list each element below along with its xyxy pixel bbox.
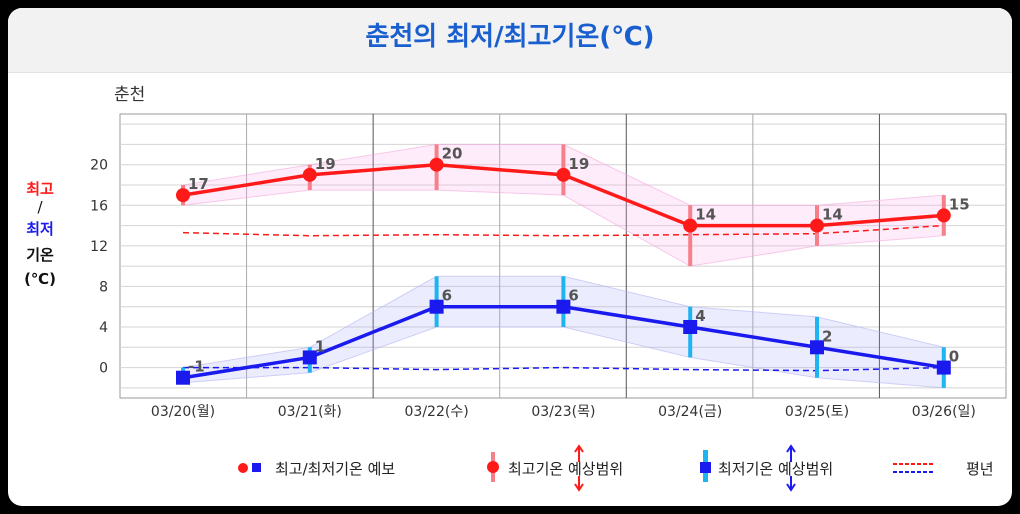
- ylabel-unit: (℃): [24, 270, 56, 288]
- ylabel-slash: /: [37, 198, 43, 216]
- high-point: [810, 218, 824, 233]
- x-tick-label: 03/25(토): [785, 404, 849, 420]
- high-data-label: 19: [568, 155, 589, 173]
- high-point: [429, 157, 444, 172]
- low-point: [176, 370, 190, 385]
- y-tick-label: 4: [99, 320, 108, 336]
- high-point: [936, 208, 951, 223]
- low-data-label: 2: [822, 327, 832, 345]
- low-point: [810, 340, 824, 355]
- legend-forecast-label: 최고/최저기온 예보: [275, 460, 396, 478]
- high-range-bar: [688, 205, 693, 267]
- low-data-label: 1: [315, 337, 325, 355]
- ylabel-temp: 기온: [26, 246, 54, 264]
- x-tick-label: 03/24(금): [658, 404, 722, 420]
- city-label: 춘천: [114, 85, 146, 105]
- x-tick-label: 03/21(화): [278, 404, 342, 420]
- high-data-label: 17: [188, 175, 209, 193]
- low-data-label: 6: [442, 287, 452, 305]
- x-tick-label: 03/22(수): [405, 404, 469, 420]
- title-bar: 춘천의 최저/최고기온(℃): [8, 8, 1012, 73]
- y-tick-label: 12: [90, 239, 108, 255]
- ylabel-low: 최저: [26, 220, 54, 238]
- low-data-label: 0: [949, 348, 959, 366]
- high-point: [683, 218, 698, 233]
- x-tick-label: 03/20(월): [151, 404, 215, 420]
- high-point: [176, 188, 190, 203]
- chart-title: 춘천의 최저/최고기온(℃): [365, 22, 655, 52]
- high-data-label: 15: [949, 195, 970, 213]
- low-data-label: 4: [695, 307, 705, 325]
- low-data-label: 6: [568, 287, 578, 305]
- high-data-label: 20: [442, 145, 463, 163]
- y-tick-label: 16: [90, 198, 108, 214]
- high-point: [556, 167, 571, 182]
- high-data-label: 19: [315, 155, 336, 173]
- legend-normal-label: 평년: [966, 460, 994, 478]
- legend-low-range-label: 최저기온 예상범위: [718, 460, 834, 478]
- low-point: [556, 299, 571, 314]
- legend-high-range-label: 최고기온 예상범위: [508, 460, 624, 478]
- low-data-label: -1: [188, 358, 205, 376]
- low-point: [683, 320, 698, 334]
- low-point: [936, 360, 951, 375]
- high-data-label: 14: [695, 206, 716, 224]
- x-tick-label: 03/26(일): [912, 404, 976, 420]
- high-point: [302, 167, 317, 182]
- y-tick-label: 0: [99, 361, 108, 377]
- y-tick-label: 8: [99, 279, 108, 295]
- high-data-label: 14: [822, 206, 843, 224]
- ylabel-high: 최고: [26, 180, 54, 198]
- low-point: [302, 350, 317, 365]
- low-point: [429, 299, 444, 314]
- y-tick-label: 20: [90, 158, 108, 174]
- x-tick-label: 03/23(목): [531, 404, 595, 420]
